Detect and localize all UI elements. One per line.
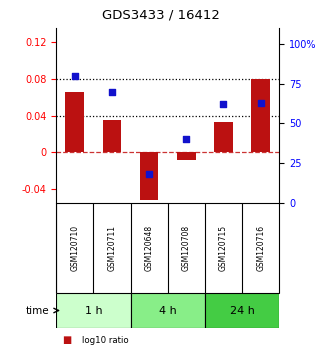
Text: ■: ■: [63, 336, 72, 346]
Bar: [131, 293, 205, 328]
Bar: [177, 152, 195, 160]
Bar: [65, 92, 84, 152]
Text: 1 h: 1 h: [84, 306, 102, 315]
Text: GSM120648: GSM120648: [145, 225, 154, 271]
Text: GSM120716: GSM120716: [256, 225, 265, 271]
Point: [184, 137, 189, 142]
Bar: [205, 293, 279, 328]
Bar: [56, 293, 131, 328]
Text: time: time: [26, 306, 50, 315]
Text: GSM120711: GSM120711: [108, 225, 117, 271]
Text: GDS3433 / 16412: GDS3433 / 16412: [101, 8, 220, 21]
Point: [109, 89, 115, 95]
Text: GSM120708: GSM120708: [182, 225, 191, 271]
Text: log10 ratio: log10 ratio: [82, 336, 128, 345]
Point: [258, 100, 263, 105]
Point: [147, 172, 152, 177]
Point: [72, 73, 77, 79]
Text: GSM120715: GSM120715: [219, 225, 228, 271]
Bar: [251, 79, 270, 152]
Bar: [214, 122, 233, 152]
Bar: [103, 120, 121, 152]
Text: 24 h: 24 h: [230, 306, 255, 315]
Bar: [140, 152, 159, 200]
Text: 4 h: 4 h: [159, 306, 177, 315]
Point: [221, 102, 226, 107]
Text: GSM120710: GSM120710: [70, 225, 79, 271]
